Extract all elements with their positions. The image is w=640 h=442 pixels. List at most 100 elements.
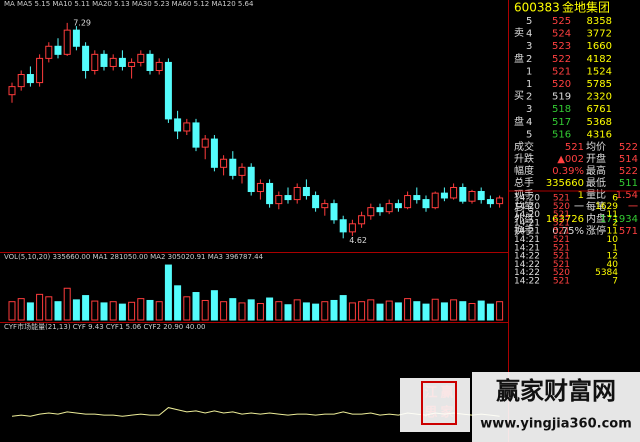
tick-time: 14:21 bbox=[514, 235, 540, 245]
side-label: 盘 bbox=[514, 52, 524, 65]
volume-bar bbox=[431, 298, 439, 321]
price: 525 bbox=[552, 16, 571, 27]
stat-label: 总笔 bbox=[514, 200, 534, 213]
tick-vol: 12 bbox=[607, 252, 618, 262]
volume: 5785 bbox=[587, 79, 612, 90]
candle-body bbox=[164, 61, 172, 120]
volume-bar bbox=[8, 301, 16, 321]
candle-body bbox=[36, 57, 44, 84]
candle-body bbox=[330, 203, 338, 221]
volume-bar bbox=[422, 303, 430, 321]
stat-value: 163726 bbox=[546, 214, 584, 225]
price: 518 bbox=[552, 104, 571, 115]
volume-bar bbox=[348, 302, 356, 321]
level: 3 bbox=[526, 104, 532, 115]
candle-body bbox=[192, 122, 200, 148]
volume-bar bbox=[247, 299, 255, 321]
volume-bar bbox=[339, 295, 347, 321]
candle-body bbox=[82, 45, 90, 71]
candle-body bbox=[275, 195, 283, 205]
volume-bar bbox=[192, 292, 200, 321]
candle-body bbox=[183, 122, 191, 132]
level: 1 bbox=[526, 66, 532, 77]
volume-bar bbox=[164, 264, 172, 321]
tick-vol: 11 bbox=[607, 210, 618, 220]
tick-vol: 2 bbox=[612, 218, 618, 228]
volume-bar bbox=[385, 300, 393, 321]
side-label: 盘 bbox=[514, 115, 524, 128]
stat-label: 量比 bbox=[586, 189, 606, 201]
price: 519 bbox=[552, 92, 571, 103]
price: 521 bbox=[552, 66, 571, 77]
volume: 8358 bbox=[587, 16, 612, 27]
candle-body bbox=[26, 74, 34, 84]
ma-legend: MA MA5 5.15 MA10 5.11 MA20 5.13 MA30 5.2… bbox=[4, 0, 254, 8]
tick-vol: 40 bbox=[607, 260, 619, 270]
tick-vol: 6 bbox=[612, 194, 618, 204]
candle-body bbox=[256, 182, 264, 193]
watermark-bg bbox=[472, 372, 640, 442]
level: 3 bbox=[526, 41, 532, 52]
stat-value: ▲002 bbox=[557, 154, 584, 165]
volume: 2320 bbox=[587, 92, 612, 103]
candle-body bbox=[155, 61, 163, 71]
tick-price: 521 bbox=[553, 260, 570, 270]
candle-body bbox=[358, 215, 366, 225]
stat-value: 522 bbox=[619, 142, 638, 153]
tick-price: 521 bbox=[553, 227, 570, 237]
volume-bar bbox=[220, 301, 228, 321]
volume-bar bbox=[376, 303, 384, 321]
candle-body bbox=[431, 192, 439, 209]
volume-bar bbox=[358, 301, 366, 321]
candle-body bbox=[91, 53, 99, 71]
price: 516 bbox=[552, 129, 571, 140]
candle-body bbox=[422, 199, 430, 209]
stat-value: 一 bbox=[628, 202, 638, 213]
volume-bar bbox=[394, 302, 402, 321]
tick-time: 14:22 bbox=[514, 268, 540, 278]
tick-price: 521 bbox=[553, 218, 570, 228]
stat-label: 内盘 bbox=[586, 212, 606, 225]
stat-label: 升跌 bbox=[514, 152, 534, 165]
volume-bar bbox=[82, 295, 90, 321]
volume-bar bbox=[312, 303, 320, 321]
cyf-legend: CYF市场能量(21,13) CYF 9.43 CYF1 5.06 CYF2 2… bbox=[4, 322, 206, 331]
volume-bar bbox=[256, 303, 264, 321]
candle-body bbox=[413, 195, 421, 201]
candle-body bbox=[312, 195, 320, 209]
candle-body bbox=[302, 186, 310, 197]
volume: 3772 bbox=[587, 29, 612, 40]
price: 520 bbox=[552, 79, 571, 90]
tick-time: 14:22 bbox=[514, 252, 540, 262]
stat-value: 1 bbox=[578, 190, 584, 201]
candle-body bbox=[284, 195, 292, 201]
candle-body bbox=[109, 57, 117, 67]
tick-vol: 5384 bbox=[595, 268, 618, 278]
candle-body bbox=[477, 191, 485, 201]
volume-bar bbox=[155, 301, 163, 321]
stat-value: 1.54 bbox=[616, 190, 638, 201]
candle-body bbox=[266, 182, 274, 205]
stat-label: 外盘 bbox=[514, 212, 534, 225]
level: 5 bbox=[526, 16, 532, 27]
volume-bar bbox=[118, 303, 126, 321]
watermark: 赢家财富网 www.yingjia360.com bbox=[400, 372, 640, 442]
tick-price: 521 bbox=[553, 252, 570, 262]
volume-bar bbox=[284, 304, 292, 321]
candle-body bbox=[72, 29, 80, 47]
volume-bar bbox=[146, 299, 154, 321]
tick-price: 520 bbox=[553, 268, 570, 278]
candle-body bbox=[45, 45, 53, 59]
candle-body bbox=[100, 53, 108, 67]
volume-bar bbox=[321, 301, 329, 321]
side-label: 卖 bbox=[514, 27, 524, 39]
volume-bar bbox=[72, 299, 80, 321]
tick-price: 521 bbox=[553, 194, 570, 204]
volume: 6761 bbox=[587, 104, 612, 115]
stock-code: 600383 bbox=[514, 1, 560, 15]
stat-label: 涨停 bbox=[586, 224, 606, 237]
volume-bar bbox=[486, 303, 494, 321]
stat-value: 511 bbox=[619, 178, 638, 189]
